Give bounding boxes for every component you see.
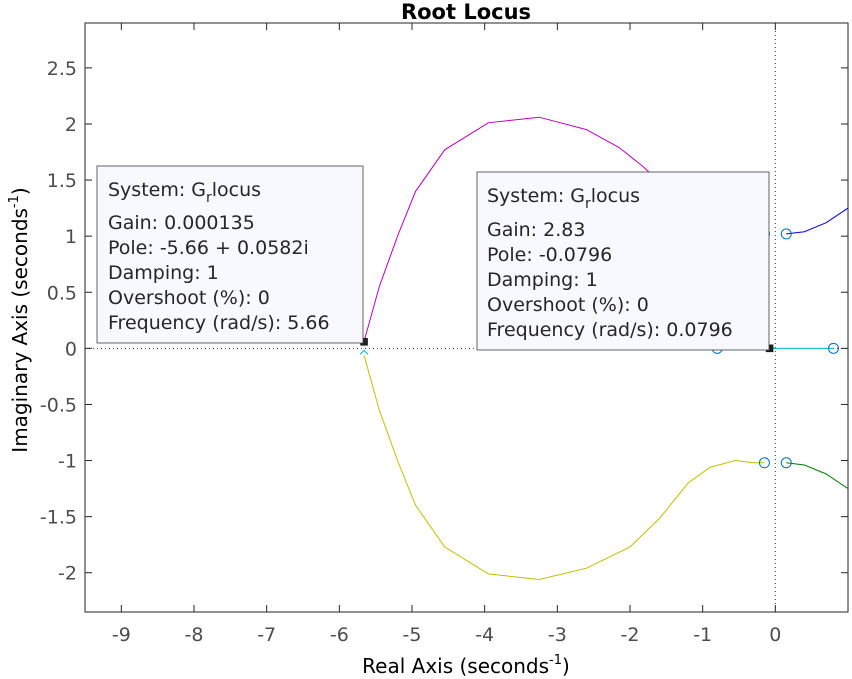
y-tick-label: -2 <box>58 563 77 585</box>
x-tick-label: 0 <box>769 624 781 646</box>
datatip-2-damping: Damping: 1 <box>487 269 598 291</box>
zero-marker <box>827 342 839 354</box>
datatip-1-gain: Gain: 0.000135 <box>108 212 255 234</box>
datatip-1-box <box>96 165 364 344</box>
datatip-2-overshoot: Overshoot (%): 0 <box>487 294 649 316</box>
x-tick-label: -2 <box>621 624 640 646</box>
locus-branch-1 <box>363 116 658 342</box>
y-tick-label: 2 <box>65 114 77 136</box>
y-tick-label: 0.5 <box>47 282 77 304</box>
y-tick-label: -1 <box>58 451 77 473</box>
x-tick-label: -5 <box>403 624 422 646</box>
datatip-2-pole: Pole: -0.0796 <box>487 244 612 266</box>
datatip-1-pole: Pole: -5.66 + 0.0582i <box>108 237 309 259</box>
datatip-1-damping: Damping: 1 <box>108 262 219 284</box>
y-tick-label: -0.5 <box>40 394 77 416</box>
chart-title: Root Locus <box>401 0 531 24</box>
start-marker <box>359 349 369 355</box>
zero-marker <box>780 228 792 240</box>
x-tick-label: -7 <box>257 624 276 646</box>
x-tick-label: -3 <box>548 624 567 646</box>
y-axis-label: Imaginary Axis (seconds-1) <box>7 187 32 452</box>
zero-marker <box>758 457 770 469</box>
y-tick-label: 0 <box>65 338 77 360</box>
locus-branch-2 <box>363 354 765 581</box>
x-tick-label: -1 <box>693 624 712 646</box>
datatip-2-system: System: Grlocus <box>487 185 640 212</box>
datatip-1-frequency: Frequency (rad/s): 5.66 <box>108 312 330 334</box>
datatip-2-box <box>476 171 770 351</box>
datatip-1-overshoot: Overshoot (%): 0 <box>108 287 270 309</box>
datatip-1-system: System: Grlocus <box>108 179 261 206</box>
datatip-2-frequency: Frequency (rad/s): 0.0796 <box>487 319 733 341</box>
y-tick-label: -1.5 <box>40 507 77 529</box>
y-tick-label: 2.5 <box>47 58 77 80</box>
x-tick-label: -4 <box>475 624 494 646</box>
y-tick-label: 1 <box>65 226 77 248</box>
datatip-1[interactable]: System: Grlocus Gain: 0.000135 Pole: -5.… <box>96 165 364 344</box>
x-tick-label: -9 <box>112 624 131 646</box>
y-ticks: -2 -1.5 -1 -0.5 0 0.5 1 1.5 2 2.5 <box>40 58 848 585</box>
datatip-2[interactable]: System: Grlocus Gain: 2.83 Pole: -0.0796… <box>476 171 770 351</box>
locus-branch-5 <box>786 207 848 235</box>
x-tick-label: -8 <box>185 624 204 646</box>
x-tick-label: -6 <box>330 624 349 646</box>
zero-marker <box>780 457 792 469</box>
y-tick-label: 1.5 <box>47 170 77 192</box>
locus-branch-6 <box>786 462 848 490</box>
datatip-2-gain: Gain: 2.83 <box>487 219 585 241</box>
x-axis-label: Real Axis (seconds-1) <box>362 653 570 678</box>
x-ticks: -9 -8 -7 -6 -5 -4 -3 -2 -1 0 <box>112 23 781 646</box>
